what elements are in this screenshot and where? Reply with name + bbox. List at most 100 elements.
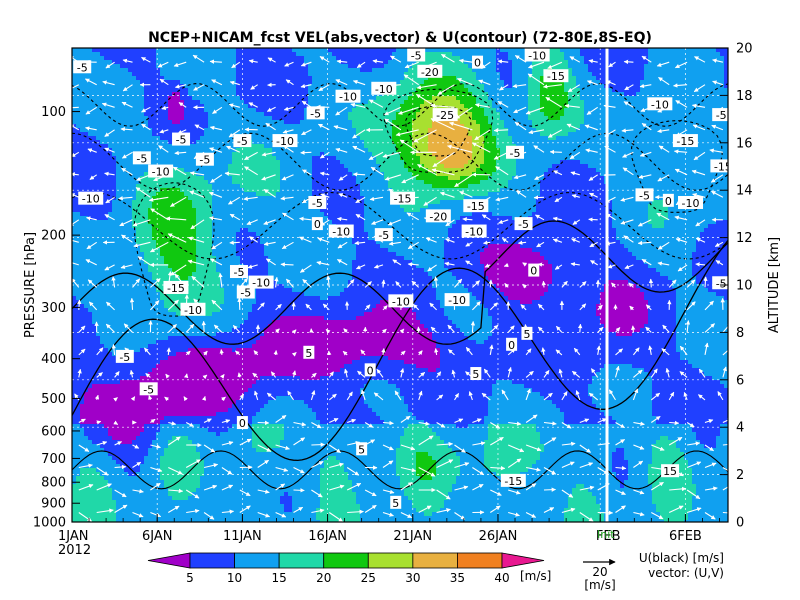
wind-vector bbox=[300, 61, 312, 67]
wind-vector bbox=[571, 238, 581, 243]
wind-vector bbox=[525, 483, 537, 491]
wind-vector bbox=[431, 168, 455, 176]
wind-vector bbox=[266, 392, 276, 401]
wind-vector bbox=[673, 149, 688, 154]
wind-vector bbox=[588, 174, 599, 181]
wind-vector bbox=[645, 326, 652, 333]
wind-vector bbox=[657, 261, 670, 266]
contour-label: -10 bbox=[248, 275, 274, 290]
wind-vector bbox=[239, 393, 245, 401]
wind-vector bbox=[429, 302, 437, 311]
wind-vector bbox=[346, 482, 362, 491]
wind-vector bbox=[588, 217, 598, 222]
y2-tick-label: 16 bbox=[736, 136, 753, 151]
wind-vector bbox=[404, 61, 419, 69]
wind-vector bbox=[141, 123, 151, 131]
wind-vector bbox=[170, 264, 187, 276]
wind-vector bbox=[132, 511, 144, 518]
wind-vector bbox=[704, 444, 714, 452]
wind-vector bbox=[141, 106, 151, 113]
wind-vector bbox=[275, 466, 289, 472]
wind-vector bbox=[166, 347, 171, 355]
wind-vector bbox=[376, 368, 384, 378]
wind-vector bbox=[335, 106, 348, 116]
wind-vector bbox=[118, 196, 133, 201]
wind-vector bbox=[579, 281, 587, 288]
wind-vector bbox=[434, 348, 439, 355]
wind-vector bbox=[247, 264, 258, 269]
wind-vector bbox=[418, 505, 432, 513]
wind-vector bbox=[168, 505, 180, 513]
wind-vector bbox=[621, 128, 634, 133]
wind-vector bbox=[123, 323, 133, 333]
wind-vector bbox=[508, 489, 521, 495]
wind-vector bbox=[710, 174, 724, 183]
y-axis-label: PRESSURE [hPa] bbox=[23, 232, 38, 338]
wind-vector bbox=[283, 106, 294, 111]
wind-vector bbox=[221, 467, 233, 475]
wind-vector bbox=[94, 394, 100, 401]
wind-vector bbox=[257, 489, 270, 494]
wind-vector bbox=[541, 347, 546, 355]
y-tick-label: 900 bbox=[41, 497, 66, 512]
wind-vector bbox=[436, 394, 444, 401]
wind-vector bbox=[495, 196, 509, 202]
wind-vector bbox=[170, 196, 187, 207]
wind-vector bbox=[585, 148, 598, 153]
wind-vector bbox=[403, 74, 420, 86]
wind-vector bbox=[221, 396, 226, 402]
wind-vector bbox=[85, 126, 97, 131]
wind-vector bbox=[355, 264, 366, 270]
contour-label: 0 bbox=[472, 55, 484, 70]
wind-vector bbox=[427, 264, 437, 272]
wind-vector bbox=[311, 508, 325, 514]
wind-vector bbox=[161, 105, 169, 111]
wind-vector bbox=[623, 235, 634, 243]
wind-vector bbox=[691, 103, 706, 109]
wind-vector bbox=[620, 196, 634, 202]
wind-vector bbox=[489, 344, 494, 355]
wind-vector bbox=[714, 241, 724, 247]
wind-vector bbox=[248, 59, 258, 64]
wind-vector bbox=[703, 276, 708, 288]
wind-vector bbox=[553, 170, 563, 176]
wind-vector bbox=[261, 151, 276, 157]
wind-vector bbox=[190, 219, 205, 230]
wind-vector bbox=[632, 388, 639, 401]
contour-label: -15 bbox=[500, 473, 526, 488]
wind-vector bbox=[534, 174, 545, 180]
wind-vector bbox=[360, 349, 366, 356]
wind-vector bbox=[650, 368, 658, 378]
y-tick-label: 500 bbox=[41, 392, 66, 407]
wind-vector bbox=[96, 420, 102, 425]
wind-vector bbox=[507, 458, 522, 468]
wind-vector bbox=[336, 216, 348, 222]
wind-vector bbox=[632, 347, 640, 356]
wind-vector bbox=[547, 129, 563, 138]
wind-vector bbox=[407, 262, 419, 267]
wind-vector bbox=[178, 102, 187, 108]
wind-vector bbox=[715, 260, 724, 266]
wind-vector bbox=[436, 459, 454, 468]
colorbar-tick-label: 20 bbox=[316, 571, 331, 585]
wind-vector bbox=[305, 303, 312, 311]
reference-value: 20 bbox=[592, 565, 607, 579]
wind-vector bbox=[311, 461, 324, 468]
wind-vector bbox=[552, 216, 563, 222]
wind-vector bbox=[645, 304, 652, 311]
wind-vector bbox=[525, 512, 537, 518]
wind-vector bbox=[328, 512, 344, 522]
wind-vector bbox=[651, 444, 665, 451]
contour-label: -5 bbox=[195, 152, 214, 167]
wind-vector bbox=[673, 83, 688, 88]
wind-vector bbox=[400, 466, 417, 473]
contour-label: -5 bbox=[73, 60, 92, 74]
wind-vector bbox=[547, 61, 563, 69]
wind-vector bbox=[615, 348, 623, 356]
contour-label: -10 bbox=[461, 224, 487, 239]
wind-vector bbox=[674, 168, 688, 176]
wind-vector bbox=[397, 106, 419, 115]
wind-vector bbox=[326, 275, 331, 288]
wind-vector bbox=[668, 391, 675, 401]
wind-vector bbox=[417, 164, 437, 176]
